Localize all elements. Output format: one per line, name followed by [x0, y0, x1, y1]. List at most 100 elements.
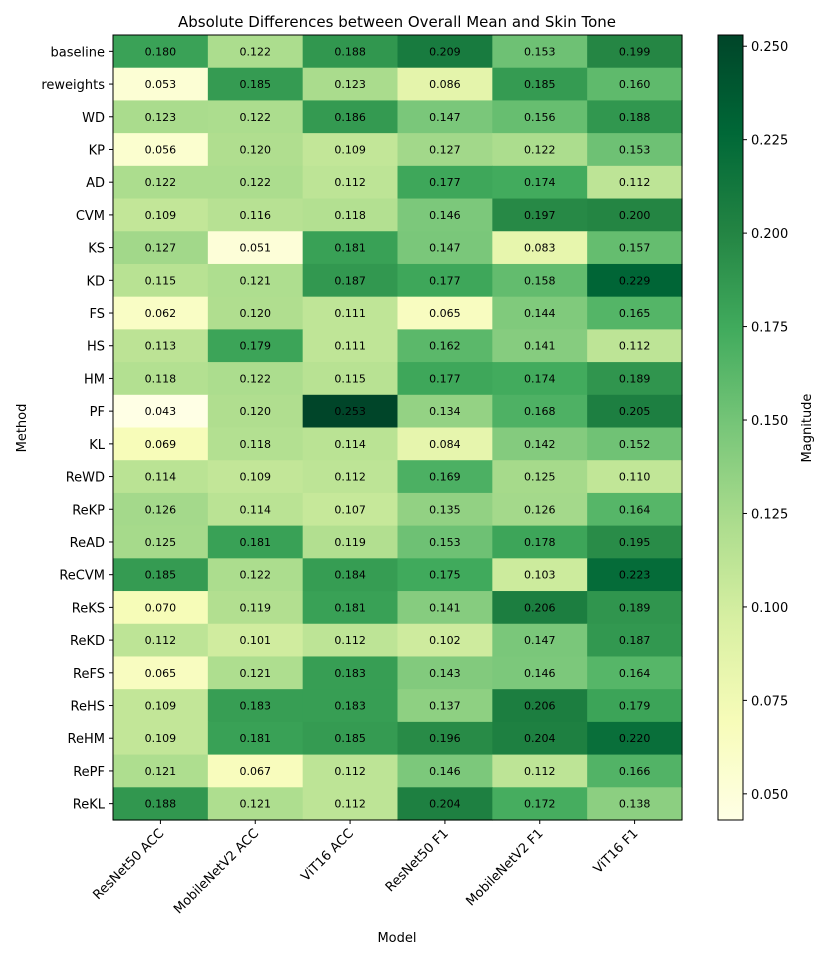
heatmap-cell	[492, 35, 588, 69]
cell-value-label: 0.051	[240, 242, 272, 255]
cell-value-label: 0.146	[524, 667, 556, 680]
cell-value-label: 0.164	[619, 503, 651, 516]
cell-value-label: 0.179	[619, 700, 651, 713]
cell-value-label: 0.209	[429, 45, 461, 58]
cell-value-label: 0.174	[524, 372, 556, 385]
heatmap-cell	[113, 689, 209, 723]
heatmap-cell	[113, 754, 209, 788]
y-tick-label: ReHM	[68, 732, 105, 747]
y-tick-label: WD	[82, 111, 105, 126]
heatmap-cell	[397, 525, 493, 559]
heatmap-cell	[302, 492, 399, 527]
heatmap-cell	[207, 198, 304, 232]
heatmap-cell	[397, 67, 493, 102]
cell-value-label: 0.120	[240, 143, 272, 156]
heatmap-cell	[587, 754, 683, 788]
heatmap-cell	[587, 263, 683, 298]
cell-value-label: 0.153	[429, 536, 461, 549]
y-tick-label: reweights	[41, 78, 105, 93]
cell-value-label: 0.220	[619, 732, 651, 745]
heatmap-cell	[113, 787, 209, 821]
heatmap-cell	[302, 558, 399, 592]
heatmap-cell	[492, 100, 588, 134]
heatmap-cell	[492, 165, 588, 200]
cell-value-label: 0.123	[145, 111, 177, 124]
cell-value-label: 0.122	[524, 143, 556, 156]
cell-value-label: 0.183	[334, 700, 366, 713]
cell-value-label: 0.103	[524, 569, 556, 582]
cell-value-label: 0.147	[429, 111, 461, 124]
cell-value-label: 0.181	[240, 732, 272, 745]
heatmap-cell	[587, 165, 683, 200]
heatmap-cell	[397, 623, 493, 658]
colorbar-tick-label: 0.050	[751, 788, 788, 803]
heatmap-cell	[587, 591, 683, 625]
cell-value-label: 0.114	[145, 471, 177, 484]
cell-value-label: 0.204	[524, 732, 556, 745]
cell-value-label: 0.144	[524, 307, 556, 320]
heatmap-cell	[207, 35, 304, 69]
heatmap-cell	[397, 231, 493, 265]
heatmap-cell	[113, 100, 209, 134]
heatmap-cell	[302, 460, 399, 494]
y-tick-label: ReHS	[71, 700, 105, 715]
cell-value-label: 0.121	[145, 765, 177, 778]
heatmap-cell	[302, 133, 399, 167]
cell-value-label: 0.070	[145, 601, 177, 614]
colorbar-label: Magnitude	[800, 394, 815, 463]
cell-value-label: 0.121	[240, 274, 272, 287]
heatmap-cell	[587, 231, 683, 265]
cell-value-label: 0.178	[524, 536, 556, 549]
cell-value-label: 0.062	[145, 307, 177, 320]
heatmap-cell	[207, 721, 304, 756]
heatmap-cell	[113, 721, 209, 756]
cell-value-label: 0.065	[145, 667, 177, 680]
cell-value-label: 0.181	[334, 601, 366, 614]
cell-value-label: 0.229	[619, 274, 651, 287]
heatmap-cell	[397, 460, 493, 494]
heatmap-cell	[587, 525, 683, 559]
cell-value-label: 0.205	[619, 405, 651, 418]
cell-value-label: 0.083	[524, 242, 556, 255]
cell-value-label: 0.125	[145, 536, 177, 549]
cell-value-label: 0.125	[524, 471, 556, 484]
y-tick-label: KL	[89, 438, 106, 453]
cell-value-label: 0.065	[429, 307, 461, 320]
colorbar-tick-label: 0.100	[751, 601, 788, 616]
heatmap-cell	[587, 35, 683, 69]
heatmap-cell	[302, 67, 399, 102]
heatmap-cell	[302, 721, 399, 756]
cell-value-label: 0.112	[334, 176, 366, 189]
cell-value-label: 0.122	[240, 176, 272, 189]
heatmap-cell	[492, 263, 588, 298]
heatmap-cell	[492, 427, 588, 461]
cell-value-label: 0.135	[429, 503, 461, 516]
heatmap-cell	[397, 100, 493, 134]
cell-value-label: 0.197	[524, 209, 556, 222]
heatmap-cell	[207, 165, 304, 200]
y-tick-label: ReFS	[73, 667, 105, 682]
colorbar-tick-label: 0.075	[751, 694, 788, 709]
cell-value-label: 0.185	[334, 732, 366, 745]
cell-value-label: 0.084	[429, 438, 461, 451]
chart-title: Absolute Differences between Overall Mea…	[178, 13, 616, 31]
cell-value-label: 0.116	[240, 209, 272, 222]
heatmap-cell	[587, 623, 683, 658]
cell-value-label: 0.172	[524, 798, 556, 811]
cell-value-label: 0.184	[334, 569, 366, 582]
cell-value-label: 0.112	[334, 798, 366, 811]
cell-value-label: 0.185	[145, 569, 177, 582]
heatmap-cell	[587, 329, 683, 363]
heatmap-cell	[207, 394, 304, 429]
y-tick-label: AD	[86, 176, 105, 191]
y-tick-label: ReCVM	[59, 569, 105, 584]
cell-value-label: 0.186	[334, 111, 366, 124]
cell-value-label: 0.122	[240, 111, 272, 124]
cell-value-label: 0.118	[145, 372, 177, 385]
cell-value-label: 0.168	[524, 405, 556, 418]
heatmap-cell	[397, 656, 493, 690]
cell-value-label: 0.183	[334, 667, 366, 680]
y-tick-label: KS	[88, 242, 105, 257]
heatmap-cell	[492, 198, 588, 232]
heatmap-cell	[302, 100, 399, 134]
